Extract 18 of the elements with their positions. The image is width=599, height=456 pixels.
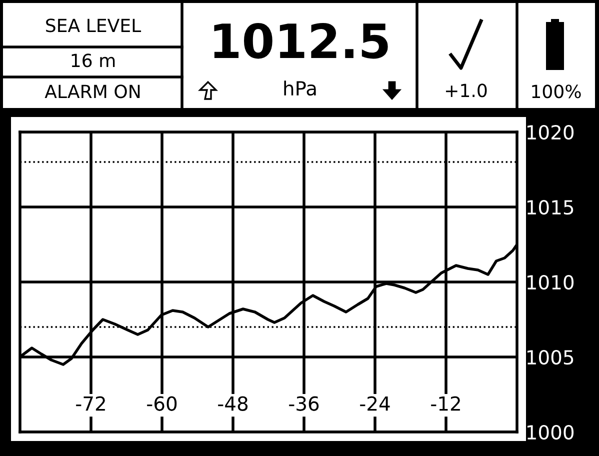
x-tick-label: -24 <box>360 396 390 411</box>
text: 16 m <box>72 54 115 68</box>
text: ALARM ON <box>44 84 140 98</box>
y-tick-label: 1015 <box>527 200 574 215</box>
x-tick-label: -12 <box>431 396 460 411</box>
x-tick-label: -60 <box>147 396 177 411</box>
text: 100% <box>532 84 581 98</box>
x-tick-label: -72 <box>76 396 105 411</box>
y-tick-label: 1000 <box>527 424 574 440</box>
text: SEA LEVEL <box>46 18 142 32</box>
text: hPa <box>284 80 316 96</box>
x-tick-label: -36 <box>289 396 319 411</box>
x-tick-label: -48 <box>218 396 248 411</box>
y-tick-label: 1005 <box>527 350 574 365</box>
text: 1012.5 <box>214 22 388 59</box>
y-tick-label: 1010 <box>527 274 574 290</box>
text: +1.0 <box>446 84 487 98</box>
y-tick-label: 1020 <box>527 124 574 140</box>
